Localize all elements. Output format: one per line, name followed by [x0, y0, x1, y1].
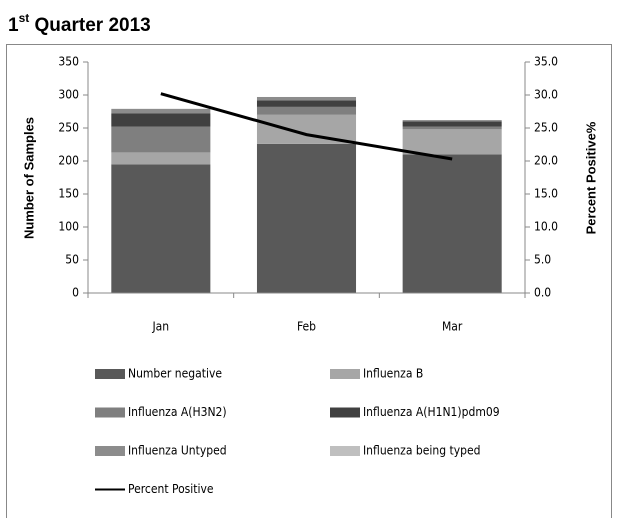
legend-label: Influenza A(H3N2) [128, 405, 227, 419]
y2-tick-label: 0.0 [534, 286, 551, 300]
y2-tick-label: 30.0 [534, 88, 558, 102]
legend-label: Percent Positive [128, 482, 214, 496]
bar-segment [256, 106, 357, 115]
legend-label: Number negative [128, 367, 222, 381]
title-part: Quarter 2013 [29, 15, 150, 36]
legend-swatch [330, 369, 360, 379]
y2-tick-label: 25.0 [534, 121, 558, 135]
y2-axis-title: Percent Positive% [583, 121, 598, 234]
y-axis-title: Number of Samples [21, 117, 36, 239]
bar-segment [256, 143, 357, 293]
y-tick-label: 50 [65, 253, 79, 267]
chart-title: 1st Quarter 2013 [8, 11, 151, 36]
legend-swatch [95, 407, 125, 418]
title-part: 1 [8, 15, 19, 36]
y-tick-label: 250 [58, 121, 79, 135]
x-tick-label: Feb [297, 320, 316, 334]
bar-segment [111, 113, 211, 127]
y-tick-label: 350 [58, 55, 79, 69]
y-tick-label: 200 [58, 154, 79, 168]
bar-segment [402, 121, 502, 127]
title-sup: st [19, 11, 30, 25]
legend-swatch [330, 407, 360, 418]
bar-segment [111, 152, 211, 165]
y2-tick-label: 20.0 [534, 154, 558, 168]
bar-segment [402, 126, 502, 130]
bar-segment [111, 126, 211, 153]
legend-label: Influenza A(H1N1)pdm09 [363, 405, 500, 419]
bar-segment [402, 120, 502, 122]
legend-label: Influenza B [363, 367, 423, 381]
x-tick-label: Jan [152, 320, 170, 334]
x-tick-label: Mar [442, 320, 463, 334]
y-tick-label: 100 [58, 220, 79, 234]
legend-label: Influenza being typed [363, 444, 480, 458]
bar-segment [111, 108, 211, 114]
y2-tick-label: 5.0 [534, 253, 551, 267]
bar-segment [111, 164, 211, 293]
y-tick-label: 150 [58, 187, 79, 201]
y2-tick-label: 10.0 [534, 220, 558, 234]
legend-swatch [95, 446, 125, 456]
y2-tick-label: 35.0 [534, 55, 558, 69]
y-tick-label: 300 [58, 88, 79, 102]
legend-swatch [95, 369, 125, 379]
legend-label: Influenza Untyped [128, 444, 227, 458]
bar-segment [256, 96, 357, 101]
y-tick-label: 0 [72, 286, 79, 300]
bar-segment [402, 154, 502, 293]
bar-segment [402, 129, 502, 155]
y2-tick-label: 15.0 [534, 187, 558, 201]
bar-segment [256, 100, 357, 107]
legend-swatch [330, 446, 360, 456]
chart-frame [6, 44, 612, 518]
line-series [160, 92, 453, 161]
